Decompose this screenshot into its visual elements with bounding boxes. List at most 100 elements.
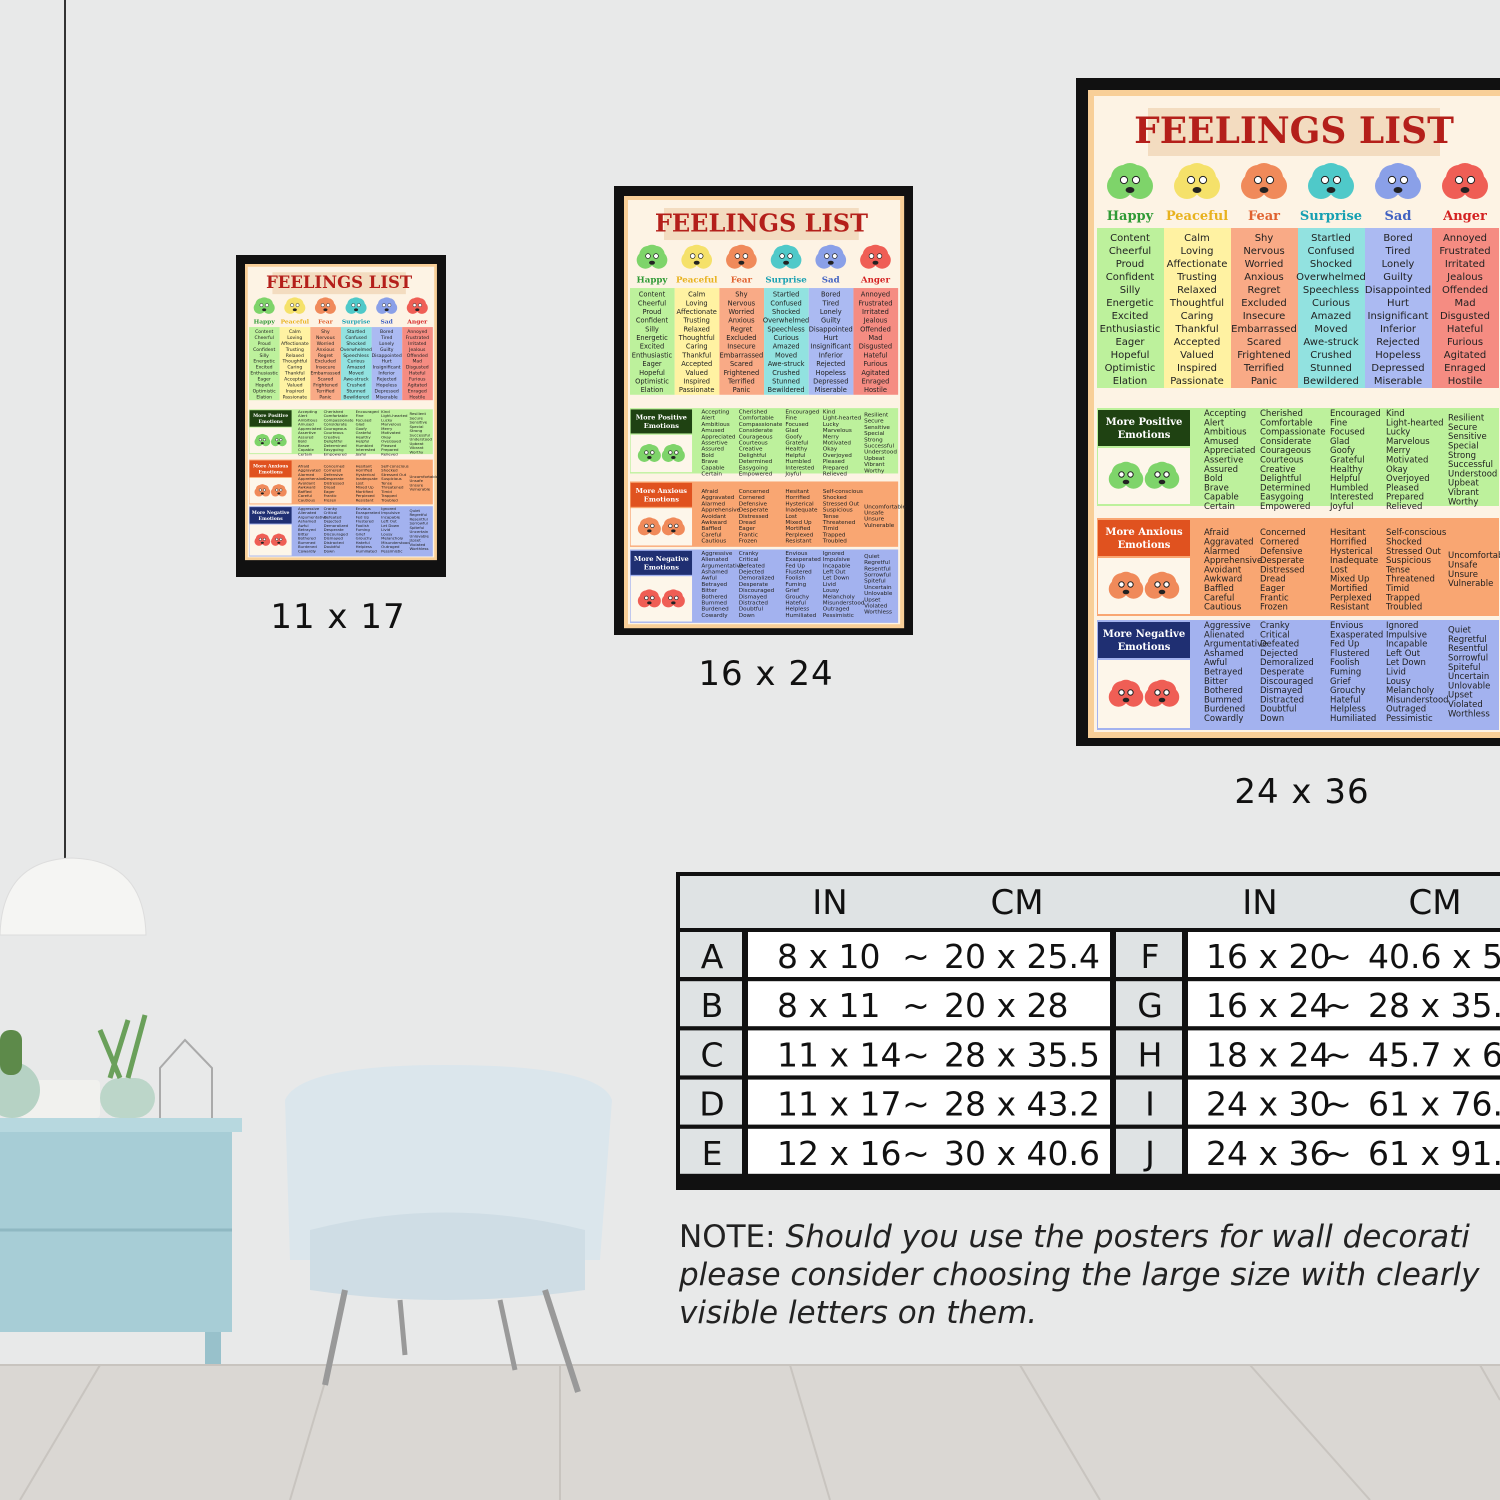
emotion-word: Disgusted bbox=[859, 343, 892, 351]
section-word: Focused bbox=[785, 422, 809, 428]
section-word: Bothered bbox=[701, 594, 727, 600]
mouth bbox=[647, 601, 652, 605]
eye bbox=[668, 450, 673, 455]
section-word: Afraid bbox=[298, 463, 310, 468]
poster-title: FEELINGS LIST bbox=[266, 273, 413, 292]
section-word: Bold bbox=[1204, 474, 1223, 484]
emotion-name: Surprise bbox=[1300, 209, 1362, 224]
emotion-word: Hopeless bbox=[1375, 350, 1421, 361]
emotion-name: Sad bbox=[1385, 209, 1412, 224]
section-word: Sensitive bbox=[410, 420, 428, 425]
eye bbox=[412, 303, 417, 308]
emotion-word: Agitated bbox=[1444, 350, 1486, 361]
section-word: Cornered bbox=[1260, 538, 1299, 548]
mouth bbox=[1122, 697, 1130, 703]
section-word: Glad bbox=[785, 428, 798, 434]
section-word: Special bbox=[410, 424, 424, 429]
section-word: Uncertain bbox=[864, 585, 892, 591]
mouth bbox=[671, 529, 676, 533]
section-word: Vibrant bbox=[864, 462, 885, 468]
section-word: Distracted bbox=[324, 540, 345, 545]
section-word: Defensive bbox=[324, 472, 344, 477]
emotion-word: Jealous bbox=[863, 317, 888, 325]
section-word: Livid bbox=[381, 527, 391, 532]
character bbox=[270, 433, 287, 447]
section-word: Awkward bbox=[701, 520, 727, 526]
table-cell: 40.6 x 50 bbox=[1368, 937, 1500, 976]
section-word: Threatened bbox=[1385, 575, 1435, 585]
emotion-name: Fear bbox=[731, 276, 753, 286]
character bbox=[1308, 163, 1354, 199]
section-word: Alarmed bbox=[298, 472, 315, 477]
emotion-word: Confused bbox=[1307, 246, 1354, 257]
table-cell: C bbox=[700, 1035, 723, 1074]
section-word: Cranky bbox=[739, 551, 759, 557]
letter-cell bbox=[680, 1128, 742, 1174]
section-word: Hysterical bbox=[785, 501, 814, 507]
size-cell bbox=[1188, 1030, 1500, 1076]
emotion-word: Shy bbox=[1255, 233, 1274, 244]
emotion-word: Disgusted bbox=[1440, 311, 1490, 322]
section-word: Certain bbox=[298, 451, 313, 456]
section-label: More Negative bbox=[1103, 629, 1185, 640]
section-word: Perplexed bbox=[785, 532, 813, 538]
emotion-word: Inferior bbox=[819, 351, 843, 359]
size-cell bbox=[748, 981, 1110, 1027]
emotion-column bbox=[853, 288, 899, 395]
section-word: Cautious bbox=[701, 539, 726, 545]
section-word: Courageous bbox=[1260, 446, 1311, 456]
size-cell bbox=[748, 1030, 1110, 1076]
section-label: More Anxious bbox=[253, 463, 289, 469]
section-word: Successful bbox=[410, 432, 430, 437]
emotion-word: Crushed bbox=[1310, 350, 1351, 361]
section-word: Lost bbox=[1330, 565, 1348, 575]
section-word: Unlovable bbox=[410, 533, 430, 538]
size-label: 16 x 24 bbox=[698, 654, 833, 694]
section-word: Creative bbox=[1260, 465, 1296, 475]
eye bbox=[1118, 689, 1125, 696]
character bbox=[254, 533, 271, 546]
table-cell: 20 x 28 bbox=[944, 986, 1069, 1025]
emotion-word: Lonely bbox=[820, 308, 842, 316]
section-word: Mortified bbox=[356, 489, 374, 494]
section-word: Secure bbox=[410, 415, 424, 420]
section-label: More Negative bbox=[634, 555, 689, 563]
section-word: Careful bbox=[701, 532, 722, 538]
section-label: Emotions bbox=[1118, 642, 1171, 653]
emotion-word: Relaxed bbox=[683, 325, 709, 333]
emotion-word: Enraged bbox=[1444, 363, 1486, 374]
section-word: Self-conscious bbox=[1386, 528, 1447, 538]
emotion-word: Insignificant bbox=[810, 343, 851, 351]
section-word: Envious bbox=[785, 551, 807, 557]
section-word: Resilient bbox=[410, 411, 427, 416]
character bbox=[284, 297, 306, 314]
eye bbox=[295, 303, 300, 308]
emotion-word: Speechless bbox=[767, 325, 805, 333]
emotion-word: Furious bbox=[409, 377, 426, 383]
emotion-word: Offended bbox=[1442, 285, 1488, 296]
eye bbox=[1466, 175, 1476, 185]
eye bbox=[734, 253, 741, 259]
emotion-word: Thankful bbox=[681, 351, 711, 359]
section-word: Frozen bbox=[739, 539, 758, 545]
mouth bbox=[1393, 187, 1403, 193]
emotion-word: Excited bbox=[640, 343, 664, 351]
section-word: Grateful bbox=[356, 430, 372, 435]
section-word: Spiteful bbox=[410, 525, 425, 530]
section-word: Pleased bbox=[381, 443, 397, 448]
eye bbox=[644, 595, 649, 601]
section-word: Considerate bbox=[324, 422, 348, 427]
section-word: Regretful bbox=[410, 512, 428, 517]
section-word: Capable bbox=[298, 447, 314, 452]
lamp-shade bbox=[0, 857, 147, 936]
character bbox=[376, 297, 398, 314]
section-word: Upset bbox=[410, 538, 422, 543]
section-word: Accepting bbox=[1204, 409, 1246, 419]
section-word: Unsafe bbox=[1448, 561, 1477, 571]
table-cell: ~ bbox=[902, 937, 930, 976]
section-word: Resentful bbox=[410, 516, 428, 521]
size-cell bbox=[748, 1128, 1110, 1174]
eye bbox=[275, 438, 279, 442]
section-word: Cherished bbox=[739, 409, 768, 415]
section-word: Horrified bbox=[785, 495, 810, 501]
